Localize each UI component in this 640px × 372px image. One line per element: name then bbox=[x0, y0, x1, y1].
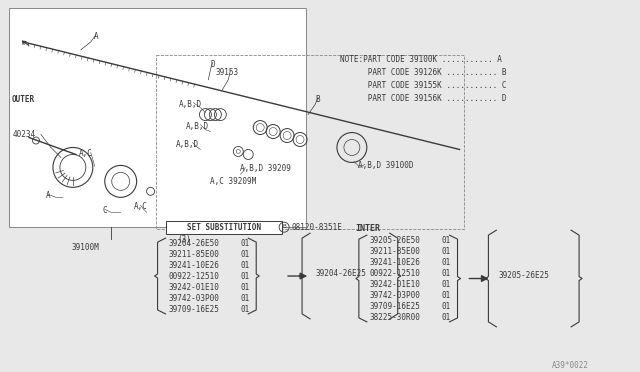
Text: 39242-01E10: 39242-01E10 bbox=[168, 283, 220, 292]
Text: 01: 01 bbox=[240, 283, 250, 292]
Text: A,B,D: A,B,D bbox=[179, 100, 202, 109]
Text: 39241-10E26: 39241-10E26 bbox=[168, 261, 220, 270]
Text: 08120-8351E: 08120-8351E bbox=[291, 223, 342, 232]
Text: 39211-85E00: 39211-85E00 bbox=[168, 250, 220, 259]
Text: INTER: INTER bbox=[355, 224, 380, 233]
Text: 01: 01 bbox=[442, 291, 451, 300]
Text: A,C: A,C bbox=[134, 202, 148, 211]
Text: A,B,D: A,B,D bbox=[175, 140, 198, 148]
Text: 01: 01 bbox=[240, 272, 250, 281]
Bar bbox=[166, 221, 282, 234]
Text: B: B bbox=[282, 224, 286, 229]
Text: 01: 01 bbox=[442, 313, 451, 322]
Text: NOTE:PART CODE 39100K ........... A: NOTE:PART CODE 39100K ........... A bbox=[340, 55, 502, 64]
Text: 00922-12510: 00922-12510 bbox=[168, 272, 220, 281]
Text: 39742-03P00: 39742-03P00 bbox=[370, 291, 420, 300]
Text: 01: 01 bbox=[442, 269, 451, 278]
Text: 01: 01 bbox=[240, 239, 250, 248]
Text: 39709-16E25: 39709-16E25 bbox=[168, 305, 220, 314]
Text: OUTER: OUTER bbox=[12, 94, 35, 104]
Text: A,C 39209M: A,C 39209M bbox=[211, 177, 257, 186]
Text: 39205-26E25: 39205-26E25 bbox=[499, 271, 549, 280]
Text: 01: 01 bbox=[442, 258, 451, 267]
Text: 01: 01 bbox=[442, 280, 451, 289]
Text: 38225-30R00: 38225-30R00 bbox=[370, 313, 420, 322]
Text: A,B,D 39209: A,B,D 39209 bbox=[240, 164, 291, 173]
Text: A,B,D 39100D: A,B,D 39100D bbox=[358, 161, 413, 170]
Text: PART CODE 39155K ........... C: PART CODE 39155K ........... C bbox=[340, 81, 506, 90]
Bar bbox=[9, 8, 306, 227]
Text: 39204-26E50: 39204-26E50 bbox=[168, 239, 220, 248]
Text: PART CODE 39126K ........... B: PART CODE 39126K ........... B bbox=[340, 68, 506, 77]
Text: 01: 01 bbox=[442, 247, 451, 256]
Text: 39709-16E25: 39709-16E25 bbox=[370, 302, 420, 311]
Text: 01: 01 bbox=[442, 302, 451, 311]
Text: A: A bbox=[45, 191, 51, 201]
Text: 01: 01 bbox=[240, 261, 250, 270]
Text: 39100M: 39100M bbox=[72, 243, 100, 252]
Text: (3): (3) bbox=[177, 235, 191, 244]
Text: A: A bbox=[93, 32, 98, 41]
Text: A,C: A,C bbox=[79, 150, 93, 158]
Text: D: D bbox=[210, 60, 214, 69]
Text: 01: 01 bbox=[442, 236, 451, 245]
Text: 39153: 39153 bbox=[216, 68, 239, 77]
Text: A,B,D: A,B,D bbox=[186, 122, 209, 131]
Bar bbox=[156, 55, 465, 229]
Text: 01: 01 bbox=[240, 250, 250, 259]
Text: 39205-26E50: 39205-26E50 bbox=[370, 236, 420, 245]
Text: B: B bbox=[316, 94, 320, 104]
Text: 39211-85E00: 39211-85E00 bbox=[370, 247, 420, 256]
Text: SET SUBSTITUTION: SET SUBSTITUTION bbox=[187, 223, 261, 232]
Text: 39241-10E26: 39241-10E26 bbox=[370, 258, 420, 267]
Text: 01: 01 bbox=[240, 305, 250, 314]
Text: 00922-12510: 00922-12510 bbox=[370, 269, 420, 278]
Text: 40234: 40234 bbox=[13, 129, 36, 138]
Text: 39742-03P00: 39742-03P00 bbox=[168, 294, 220, 303]
Text: 39204-26E25: 39204-26E25 bbox=[315, 269, 366, 278]
Text: 39242-01E10: 39242-01E10 bbox=[370, 280, 420, 289]
Text: A39*0022: A39*0022 bbox=[552, 361, 589, 370]
Text: PART CODE 39156K ........... D: PART CODE 39156K ........... D bbox=[340, 94, 506, 103]
Text: 01: 01 bbox=[240, 294, 250, 303]
Text: C: C bbox=[102, 206, 107, 215]
